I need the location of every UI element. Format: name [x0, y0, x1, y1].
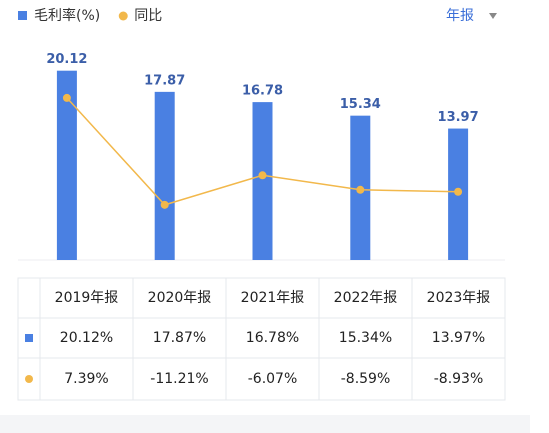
- line-point: [258, 171, 267, 180]
- table-header: 2019年报: [55, 290, 119, 306]
- bar: [154, 91, 175, 260]
- line-point: [160, 200, 169, 209]
- table-cell: -8.59%: [341, 371, 391, 387]
- bar-label: 20.12: [46, 52, 87, 67]
- line-point: [62, 93, 71, 102]
- table-cell: 15.34%: [339, 330, 392, 346]
- bar-label: 16.78: [242, 84, 283, 99]
- bar: [252, 102, 273, 261]
- table-cell: 16.78%: [246, 330, 299, 346]
- period-text[interactable]: 年报: [446, 8, 474, 24]
- legend-label: 同比: [134, 8, 162, 24]
- table-cell: -8.93%: [434, 371, 484, 387]
- line-point: [356, 185, 365, 194]
- bar: [56, 70, 77, 261]
- table-cell: 13.97%: [432, 330, 485, 346]
- legend-swatch: [18, 11, 27, 20]
- table-header: 2022年报: [334, 290, 398, 306]
- bar-label: 13.97: [438, 110, 479, 125]
- table-cell: 7.39%: [64, 371, 108, 387]
- footer-strip: [0, 415, 530, 433]
- bar-label: 17.87: [144, 73, 185, 88]
- table-border: [17, 277, 506, 401]
- table-header: 2020年报: [148, 290, 212, 306]
- table-cell: 20.12%: [60, 330, 113, 346]
- table-header: 2021年报: [241, 290, 305, 306]
- table-cell: -11.21%: [150, 371, 208, 387]
- table-cell: 17.87%: [153, 330, 206, 346]
- period-selector[interactable]: 年报: [446, 8, 497, 24]
- line-point: [454, 187, 463, 196]
- legend-label: 毛利率(%): [34, 7, 100, 24]
- row-icon: [25, 375, 33, 383]
- legend-swatch: [118, 11, 128, 21]
- dropdown-arrow[interactable]: [489, 13, 497, 19]
- table-cell: -6.07%: [248, 371, 298, 387]
- row-icon: [25, 334, 33, 342]
- bar-label: 15.34: [340, 97, 381, 112]
- table-header: 2023年报: [427, 290, 491, 306]
